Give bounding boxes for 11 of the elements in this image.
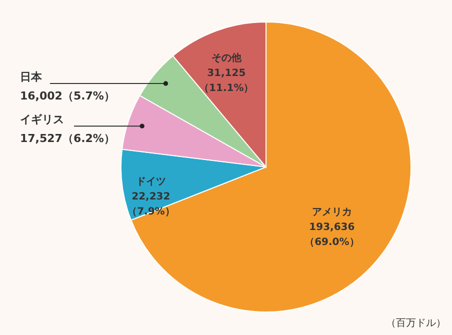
text: （百万ドル） [386,318,446,329]
slice-label: アメリカ [312,206,352,218]
data-label: 16,002（5.7%） [20,89,115,102]
slice-label: イギリス [20,113,64,126]
slice-label: ドイツ [136,176,166,188]
slice-label: その他 [211,52,242,64]
slice-label: 日本 [20,70,43,84]
data-label: 22,232 （7.9%） [127,192,175,218]
data-label: 17,527（6.2%） [20,132,115,146]
data-label: 31,125 （11.1%） [199,68,254,94]
data-label: 193,636 （69.0%） [304,222,360,248]
